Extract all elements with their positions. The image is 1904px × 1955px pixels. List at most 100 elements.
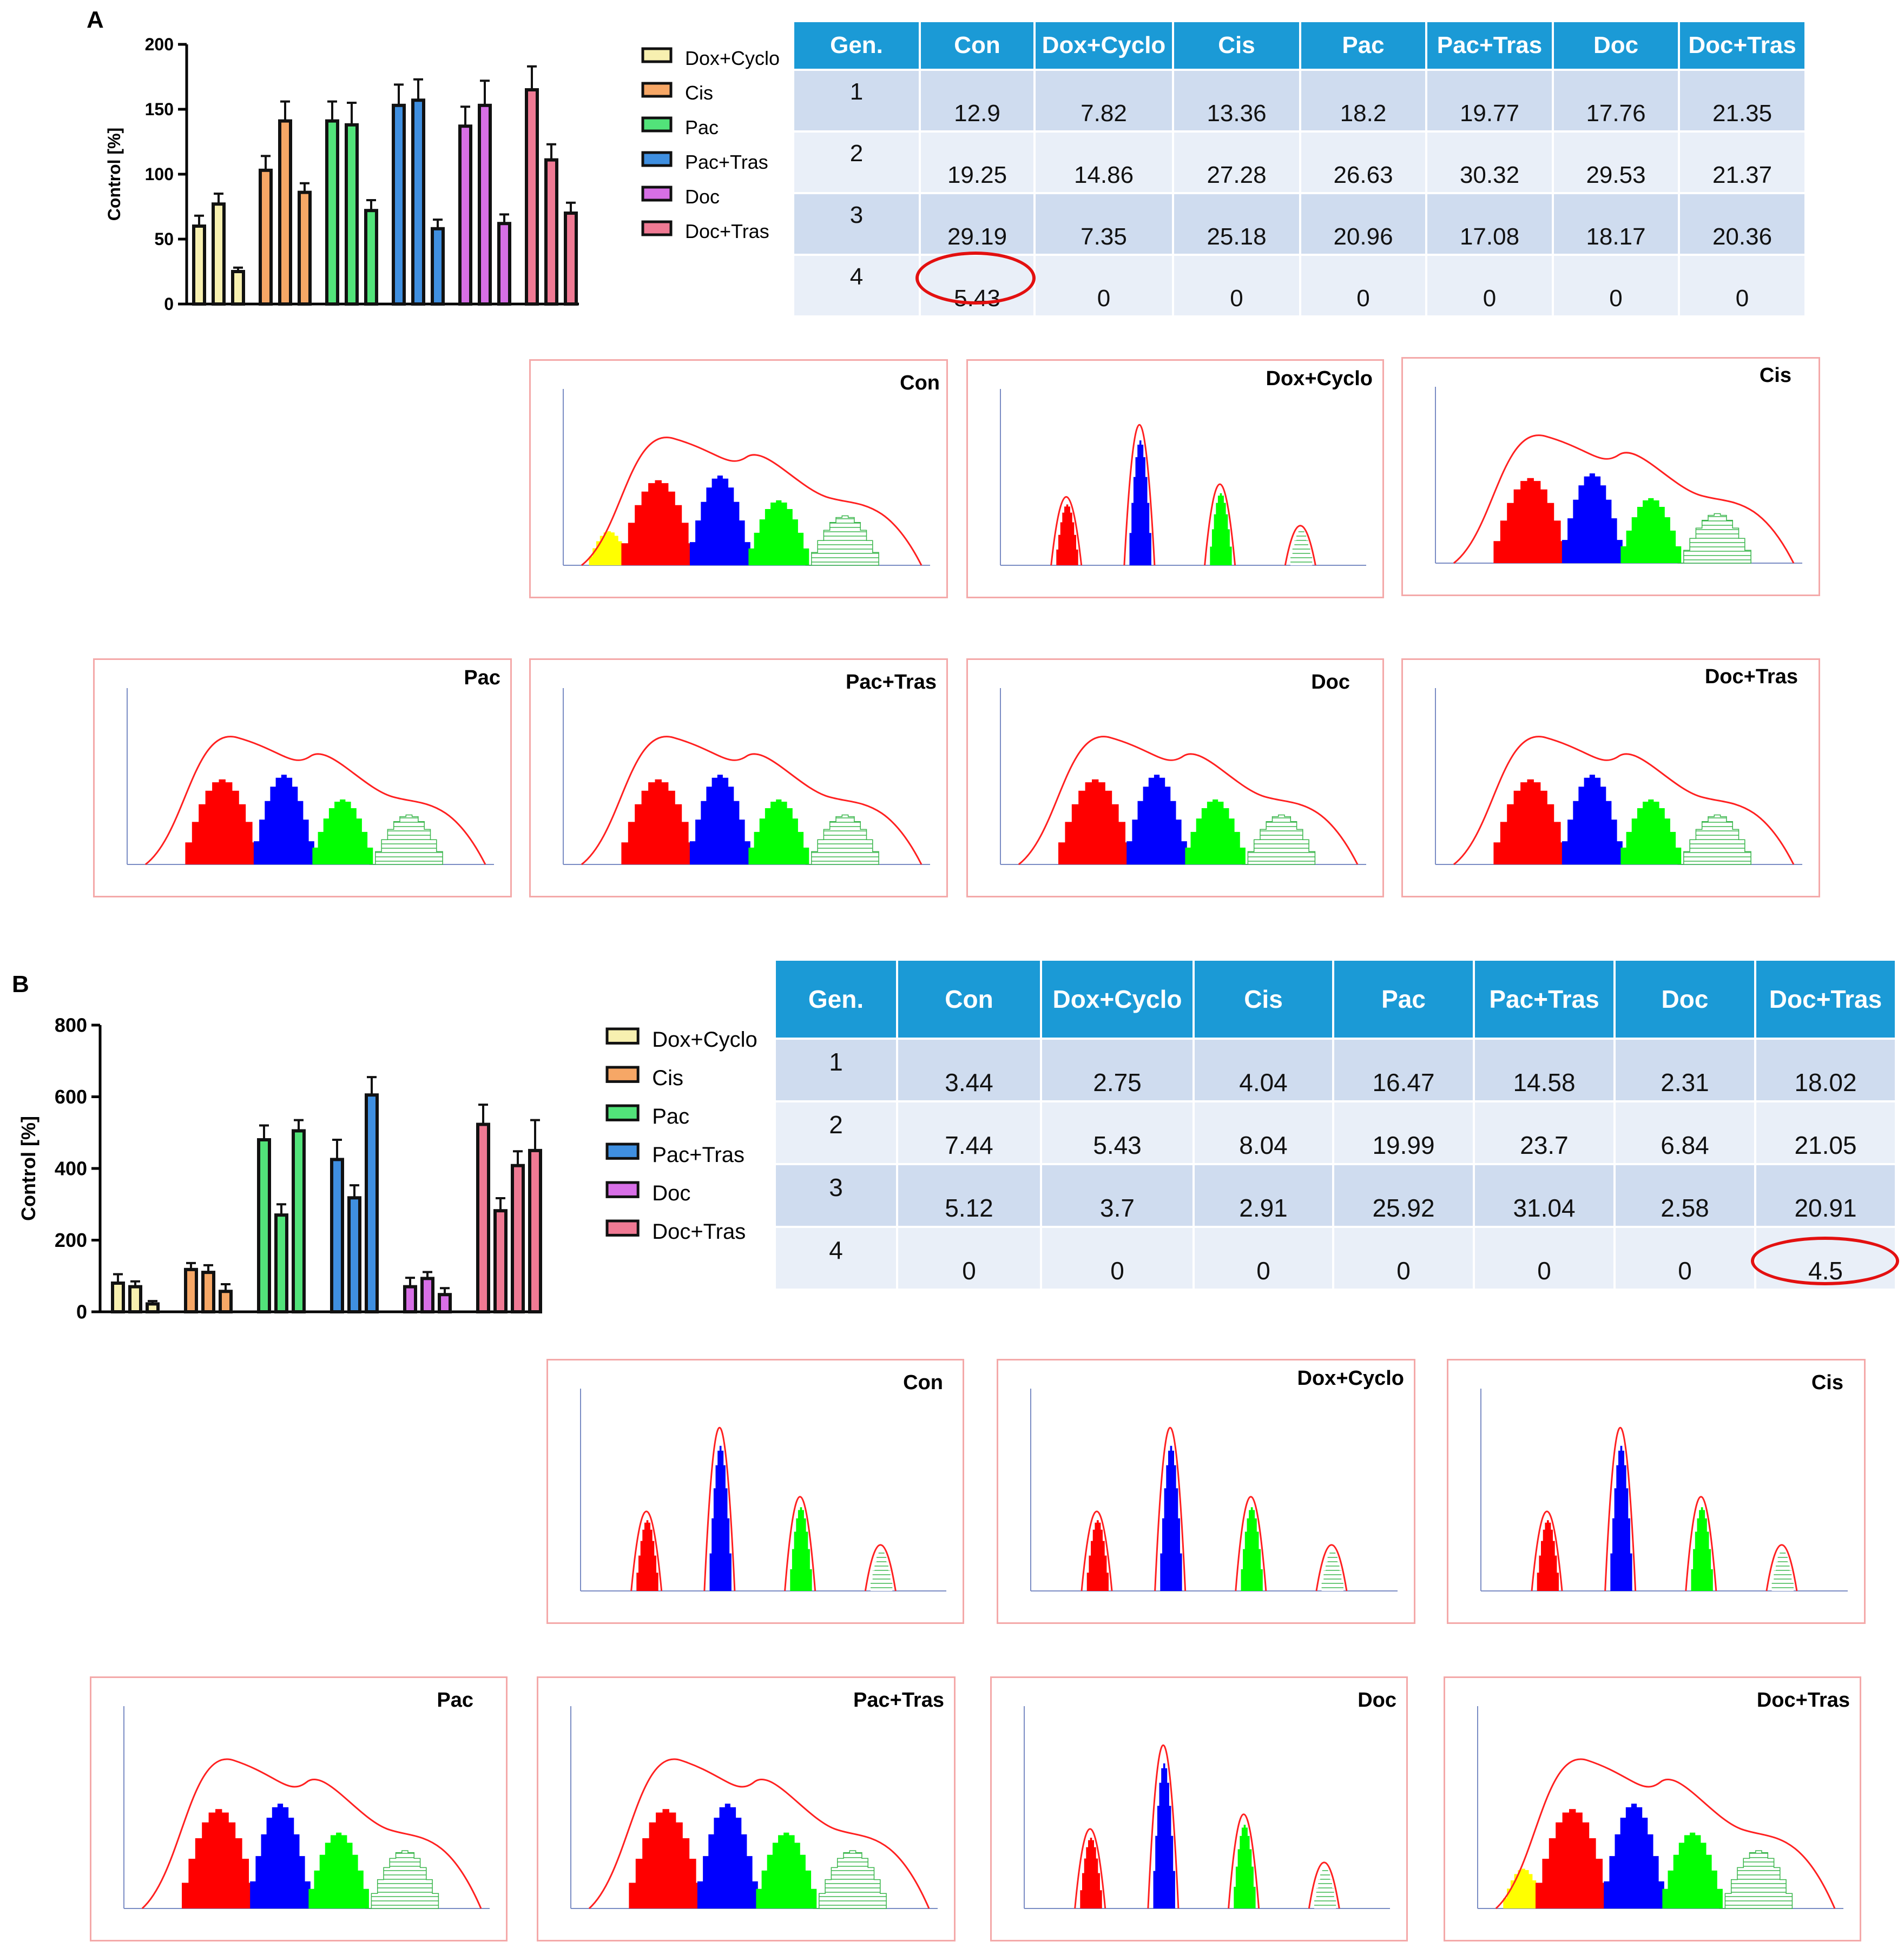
bar <box>184 1267 198 1314</box>
legend-swatch <box>605 1104 640 1121</box>
table-cell: 19.77 <box>1427 71 1552 130</box>
table-cell: 5.43 <box>1042 1102 1193 1163</box>
histogram-segment <box>1556 473 1623 563</box>
table-cell: 2.91 <box>1195 1165 1332 1226</box>
histogram-plot <box>123 1706 490 1910</box>
fit-curve <box>1604 1426 1637 1591</box>
bar <box>330 1158 344 1313</box>
histogram-peak <box>1208 493 1232 565</box>
bar <box>564 212 578 306</box>
histogram-segment <box>1180 799 1246 864</box>
histogram-segment <box>805 814 879 865</box>
bar <box>111 1282 125 1313</box>
bar <box>403 1285 417 1313</box>
header-cis: Cis <box>1195 961 1332 1038</box>
histogram-title: Pac+Tras <box>853 1689 944 1712</box>
table-cell: 2.75 <box>1042 1040 1193 1100</box>
highlighted-cell: 4.5 <box>1751 1228 1899 1289</box>
legend-label: Doc <box>652 1181 690 1205</box>
table-cell: 3 <box>776 1165 896 1226</box>
fit-curve <box>1050 496 1083 566</box>
histogram-segment <box>1677 513 1751 564</box>
table-cell: 17.08 <box>1427 194 1552 254</box>
histogram-title: Doc+Tras <box>1756 1689 1850 1712</box>
histogram-peak <box>1320 1550 1343 1591</box>
bar <box>528 1148 542 1313</box>
table-cell: 14.86 <box>1036 133 1172 192</box>
histogram-plot <box>1480 1389 1848 1591</box>
table-cell: 25.18 <box>1174 194 1299 254</box>
bar <box>476 1122 490 1313</box>
bar <box>278 119 292 306</box>
histogram-panel: Doc <box>990 1676 1408 1941</box>
histogram-segment <box>684 775 750 864</box>
legend-swatch <box>641 47 673 63</box>
histogram-peak <box>868 1550 893 1591</box>
histogram-plot <box>1000 389 1366 566</box>
histogram-peak <box>1689 1507 1713 1591</box>
table-cell: 2 <box>794 133 919 192</box>
table-cell: 0 <box>1036 256 1172 315</box>
histogram-title: Dox+Cyclo <box>1297 1367 1404 1390</box>
histogram-segment <box>805 515 879 566</box>
fit-curve <box>1453 736 1795 866</box>
header-gen: Gen. <box>794 22 919 69</box>
y-tick-label: 100 <box>145 164 174 184</box>
histogram-plot <box>570 1706 938 1910</box>
fit-curve <box>1147 1744 1180 1909</box>
histogram-panel: Con <box>546 1359 964 1624</box>
header-cis: Cis <box>1174 22 1299 69</box>
histogram-segment <box>1719 1850 1793 1909</box>
histogram-segment <box>1529 1809 1610 1908</box>
table-cell: 3 <box>794 194 919 254</box>
histogram-panel: Dox+Cyclo <box>966 359 1384 598</box>
table-cell: 3.7 <box>1042 1165 1193 1226</box>
table-cell: 30.32 <box>1427 133 1552 192</box>
fit-curve <box>1123 424 1156 566</box>
table-cell: 0 <box>1427 256 1552 315</box>
legend-label: Pac+Tras <box>652 1143 745 1167</box>
y-tick-label: 0 <box>164 294 174 314</box>
fit-curve <box>1235 1496 1267 1591</box>
table-cell: 7.35 <box>1036 194 1172 254</box>
histogram-peak <box>1158 1445 1182 1591</box>
table-cell: 0 <box>898 1228 1040 1289</box>
histogram-segment <box>813 1850 887 1909</box>
fit-curve <box>1685 1496 1717 1591</box>
table-cell: 13.36 <box>1174 71 1299 130</box>
histogram-segment <box>178 779 260 864</box>
histogram-peak <box>1231 1825 1256 1908</box>
header-doc-tras: Doc+Tras <box>1680 22 1804 69</box>
table-cell: 1 <box>794 71 919 130</box>
table-cell: 20.36 <box>1680 194 1804 254</box>
table-cell: 18.02 <box>1756 1040 1895 1100</box>
fit-curve <box>1284 525 1316 566</box>
histogram-segment <box>743 799 809 864</box>
legend-swatch <box>605 1066 640 1083</box>
table-row: 2 7.44 5.43 8.04 19.99 23.7 6.84 21.05 <box>776 1102 1895 1163</box>
bar <box>128 1285 142 1313</box>
histogram-segment <box>245 1804 311 1908</box>
histogram-title: Dox+Cyclo <box>1266 367 1373 390</box>
bar <box>347 1196 361 1314</box>
histogram-peak <box>1238 1507 1263 1591</box>
bar <box>274 1213 288 1313</box>
table-cell: 21.05 <box>1756 1102 1895 1163</box>
histogram-segment <box>1486 779 1568 864</box>
histogram-title: Pac <box>464 666 500 689</box>
histogram-segment <box>175 1809 256 1908</box>
histogram-panel: Pac+Tras <box>529 658 948 897</box>
histogram-peak <box>1078 1838 1102 1908</box>
histogram-segment <box>1556 775 1623 864</box>
table-cell: 26.63 <box>1301 133 1425 192</box>
fit-curve <box>1081 1510 1113 1591</box>
histogram-segment <box>307 799 373 864</box>
histogram-peak <box>1535 1520 1559 1591</box>
fit-curve <box>1495 1758 1836 1910</box>
table-row: 3 29.19 7.35 25.18 20.96 17.08 18.17 20.… <box>794 194 1804 254</box>
header-pac-tras: Pac+Tras <box>1475 961 1613 1038</box>
header-con: Con <box>921 22 1033 69</box>
fit-curve <box>581 736 923 866</box>
y-tick-label: 200 <box>145 35 174 54</box>
legend-label: Dox+Cyclo <box>685 47 780 69</box>
